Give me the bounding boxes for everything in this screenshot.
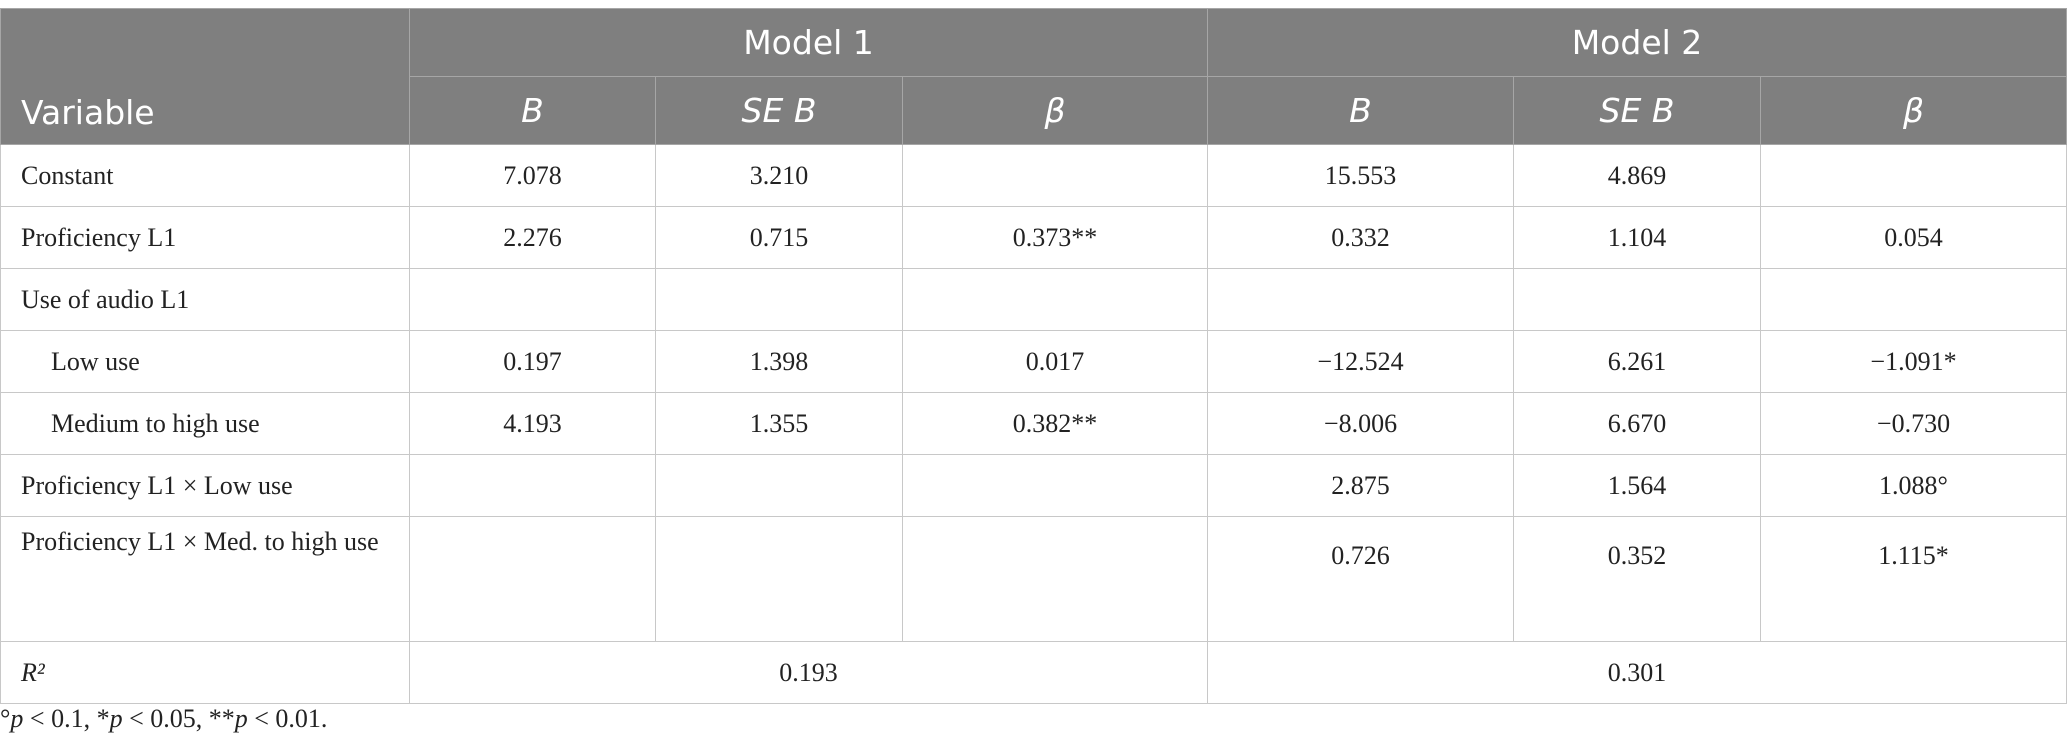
column-header: β [902,76,1208,145]
table-cell [409,454,656,517]
column-header: SE B [655,76,903,145]
row-label: Low use [0,330,410,393]
table-cell: 4.869 [1513,144,1761,207]
table-cell [655,268,903,331]
table-cell: −0.730 [1760,392,2067,455]
column-header: B [1207,76,1514,145]
table-cell: 4.193 [409,392,656,455]
table-cell [409,268,656,331]
footnote-text: < 0.05, ** [122,704,235,733]
table-cell: 1.564 [1513,454,1761,517]
footnote: °p < 0.1, *p < 0.05, **p < 0.01. [0,704,327,734]
footnote-text: < 0.1, * [23,704,110,733]
table-cell: 1.088° [1760,454,2067,517]
table-cell: 0.715 [655,206,903,269]
table-row: Low use 0.197 1.398 0.017 −12.524 6.261 −1.091… [0,330,2067,393]
table-cell: 0.352 [1513,516,1761,642]
table-cell: 0.197 [409,330,656,393]
footnote-text: < 0.01. [247,704,328,733]
table-cell [902,454,1208,517]
table-row: Constant 7.078 3.210 15.553 4.869 [0,144,2067,207]
row-label: Constant [0,144,410,207]
table-cell: 1.355 [655,392,903,455]
table-cell [902,144,1208,207]
table-row: Proficiency L1 × Low use 2.875 1.564 1.088° [0,454,2067,517]
table-cell: 0.726 [1207,516,1514,642]
table-cell: 0.017 [902,330,1208,393]
table-cell [1760,268,2067,331]
table-cell [902,268,1208,331]
table-row: Medium to high use 4.193 1.355 0.382** −8.00… [0,392,2067,455]
table-row: R² 0.193 0.301 [0,641,2067,704]
table-cell: 0.301 [1207,641,2067,704]
table-cell [1207,268,1514,331]
table-cell [1513,268,1761,331]
header-group: Model 1 [409,8,1208,77]
table-cell: −12.524 [1207,330,1514,393]
footnote-text: ° [0,704,11,733]
column-header: β [1760,76,2067,145]
table-body: Constant 7.078 3.210 15.553 4.869 Proficiency… [0,144,2067,704]
table-cell [902,516,1208,642]
table-row: Use of audio L1 [0,268,2067,331]
table-cell: −8.006 [1207,392,1514,455]
footnote-text: p [109,704,123,733]
table-cell [655,516,903,642]
table-cell: 7.078 [409,144,656,207]
column-header: SE B [1513,76,1761,145]
table-cell: 0.373** [902,206,1208,269]
footnote-text: p [234,704,248,733]
row-label: R² [0,641,410,704]
table-cell: 1.398 [655,330,903,393]
table-cell: 0.054 [1760,206,2067,269]
table-cell: 6.261 [1513,330,1761,393]
row-label: Medium to high use [0,392,410,455]
table-cell: 6.670 [1513,392,1761,455]
header-row: Variable Model 1 Model 2 [0,8,2067,145]
table-cell: 1.115* [1760,516,2067,642]
row-label: Proficiency L1 [0,206,410,269]
table-cell: 2.875 [1207,454,1514,517]
table-cell: 0.193 [409,641,1208,704]
footnote-text: p [10,704,24,733]
table-row: Proficiency L1 × Med. to high use 0.726 0.… [0,516,2067,642]
table-cell: 3.210 [655,144,903,207]
table-cell [1760,144,2067,207]
table-cell [655,454,903,517]
table-cell: −1.091* [1760,330,2067,393]
header-group: Model 2 [1207,8,2067,77]
column-header: B [409,76,656,145]
table-cell: 0.382** [902,392,1208,455]
table-cell [409,516,656,642]
table-cell: 2.276 [409,206,656,269]
row-label: Proficiency L1 × Med. to high use [0,516,410,642]
row-label: Proficiency L1 × Low use [0,454,410,517]
table-cell: 0.332 [1207,206,1514,269]
table-cell: 1.104 [1513,206,1761,269]
table-cell: 15.553 [1207,144,1514,207]
table-row: Proficiency L1 2.276 0.715 0.373** 0.332 1.10… [0,206,2067,269]
row-label: Use of audio L1 [0,268,410,331]
header-cell: Variable [0,8,410,145]
